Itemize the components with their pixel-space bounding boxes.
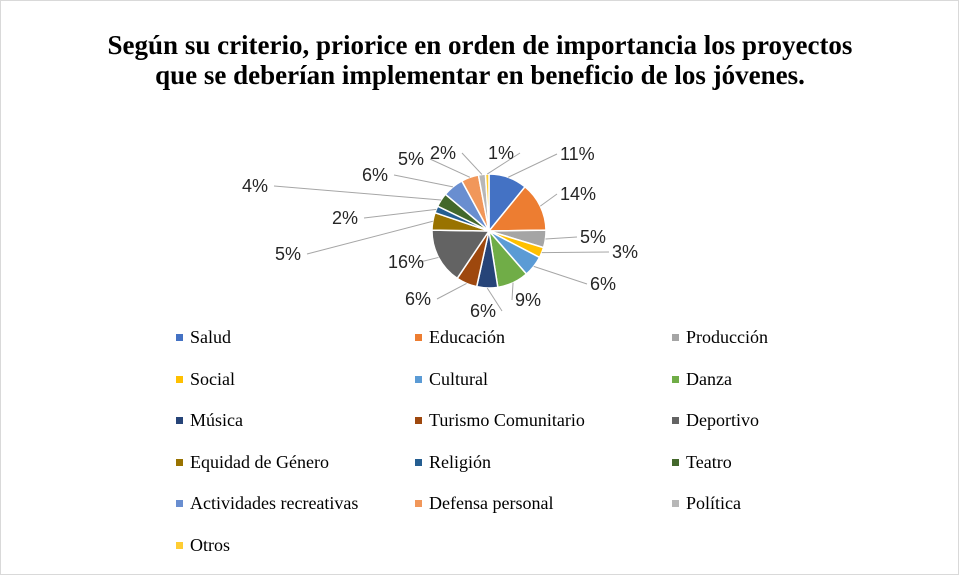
leader-line-12 bbox=[273, 185, 442, 201]
pie-slice-9 bbox=[431, 229, 491, 280]
data-label-11: 2% bbox=[332, 208, 358, 228]
data-label-4: 3% bbox=[612, 242, 638, 262]
data-label-1: 11% bbox=[560, 144, 595, 164]
data-label-8: 6% bbox=[405, 289, 431, 309]
data-label-13: 6% bbox=[362, 165, 388, 185]
data-label-7: 6% bbox=[470, 301, 496, 321]
leader-line-14 bbox=[429, 158, 471, 178]
data-label-5: 6% bbox=[590, 274, 616, 294]
leader-line-6 bbox=[511, 282, 514, 301]
leader-line-9 bbox=[419, 256, 439, 263]
leader-line-1 bbox=[507, 153, 558, 178]
leader-line-5 bbox=[533, 265, 588, 285]
leader-line-4 bbox=[541, 251, 610, 254]
data-label-12: 4% bbox=[242, 176, 268, 196]
data-label-15: 2% bbox=[430, 143, 456, 163]
leader-line-11 bbox=[363, 208, 437, 219]
data-label-10: 5% bbox=[275, 244, 301, 264]
data-label-14: 5% bbox=[398, 149, 424, 169]
leader-line-15 bbox=[461, 152, 483, 175]
data-label-3: 5% bbox=[580, 227, 606, 247]
leader-line-7 bbox=[486, 287, 503, 312]
leader-line-8 bbox=[436, 282, 467, 300]
leader-line-13 bbox=[393, 174, 454, 188]
data-label-9: 16% bbox=[388, 252, 424, 272]
leader-line-3 bbox=[545, 236, 578, 240]
leader-line-16 bbox=[486, 152, 521, 175]
data-label-16: 1% bbox=[488, 143, 514, 163]
chart-title: Según su criterio, priorice en orden de … bbox=[107, 30, 853, 90]
data-label-2: 14% bbox=[560, 184, 596, 204]
leader-line-2 bbox=[540, 193, 558, 207]
leader-line-10 bbox=[306, 220, 433, 255]
pie-slice-16 bbox=[484, 173, 490, 232]
data-label-6: 9% bbox=[515, 290, 541, 310]
